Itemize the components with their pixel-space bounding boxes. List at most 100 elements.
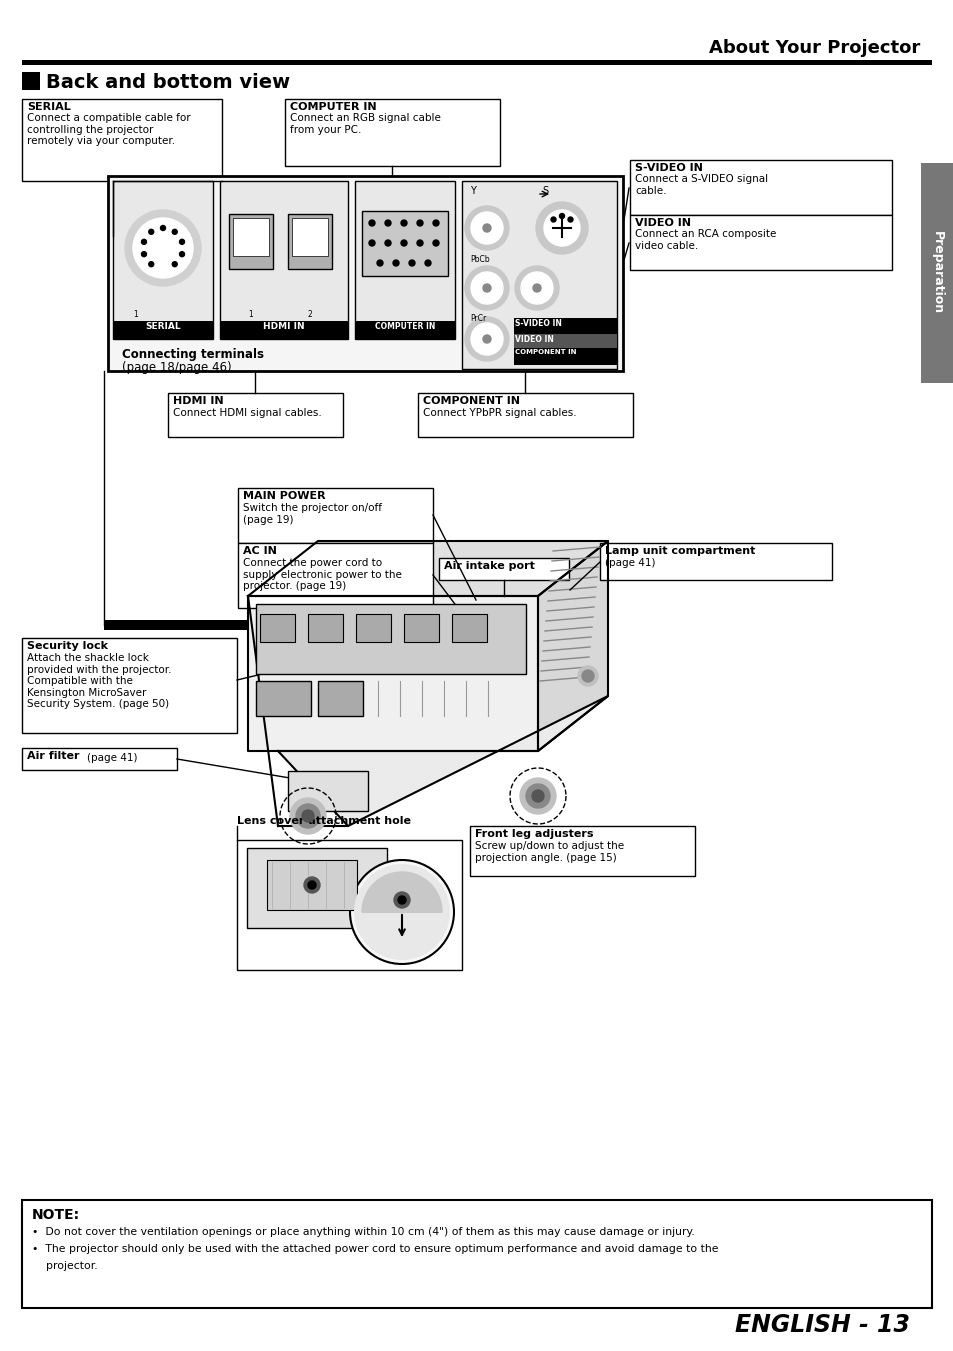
Bar: [22, 72, 40, 91]
Circle shape: [302, 811, 314, 821]
Bar: [629, 159, 891, 215]
Circle shape: [400, 240, 407, 246]
Circle shape: [464, 266, 509, 309]
Circle shape: [393, 259, 398, 266]
Bar: [599, 543, 831, 580]
Circle shape: [581, 670, 594, 682]
Circle shape: [543, 209, 579, 246]
Bar: [255, 681, 311, 716]
Text: Connect the power cord to
supply electronic power to the
projector. (page 19): Connect the power cord to supply electro…: [243, 558, 401, 592]
Circle shape: [416, 240, 422, 246]
Bar: [233, 218, 269, 255]
Text: SERIAL: SERIAL: [145, 322, 181, 331]
Circle shape: [369, 220, 375, 226]
Text: ENGLISH - 13: ENGLISH - 13: [734, 1313, 909, 1337]
Bar: [237, 488, 433, 543]
Bar: [22, 638, 236, 734]
Bar: [514, 349, 617, 365]
Circle shape: [369, 240, 375, 246]
Text: SERIAL: SERIAL: [27, 101, 71, 112]
Circle shape: [533, 284, 540, 292]
Circle shape: [172, 262, 177, 266]
Bar: [438, 558, 568, 580]
Circle shape: [520, 272, 553, 304]
Circle shape: [471, 272, 502, 304]
Bar: [452, 613, 486, 642]
Circle shape: [416, 220, 422, 226]
Bar: [355, 613, 391, 642]
Circle shape: [304, 877, 319, 893]
Bar: [237, 543, 433, 608]
Circle shape: [295, 804, 319, 828]
Text: (page 41): (page 41): [604, 558, 655, 567]
Text: (page 41): (page 41): [87, 753, 137, 763]
Circle shape: [433, 240, 438, 246]
Text: PbCb: PbCb: [470, 255, 489, 263]
Circle shape: [179, 251, 184, 257]
Bar: [22, 748, 177, 770]
Bar: [285, 99, 499, 166]
Circle shape: [536, 203, 587, 254]
Text: Air filter: Air filter: [27, 751, 79, 761]
Circle shape: [558, 213, 564, 219]
Circle shape: [433, 220, 438, 226]
Bar: [22, 59, 931, 65]
Text: 1: 1: [133, 309, 138, 319]
Bar: [108, 176, 622, 372]
Bar: [267, 861, 356, 911]
Text: Air intake port: Air intake port: [443, 561, 535, 571]
Polygon shape: [277, 696, 607, 825]
Circle shape: [354, 865, 450, 961]
Bar: [292, 218, 328, 255]
Circle shape: [482, 224, 491, 232]
Circle shape: [308, 881, 315, 889]
Text: VIDEO IN: VIDEO IN: [515, 335, 554, 345]
Text: •  Do not cover the ventilation openings or place anything within 10 cm (4") of : • Do not cover the ventilation openings …: [32, 1227, 694, 1238]
Text: Connect a S-VIDEO signal
cable.: Connect a S-VIDEO signal cable.: [635, 174, 767, 196]
Text: Connect HDMI signal cables.: Connect HDMI signal cables.: [172, 408, 321, 417]
Bar: [22, 1200, 931, 1308]
Bar: [247, 848, 387, 928]
Text: Connect YPbPR signal cables.: Connect YPbPR signal cables.: [422, 408, 576, 417]
Text: Connect an RCA composite
video cable.: Connect an RCA composite video cable.: [635, 230, 776, 250]
Text: 2: 2: [307, 309, 312, 319]
Text: 1: 1: [249, 309, 253, 319]
Text: AC IN: AC IN: [243, 546, 276, 557]
Bar: [229, 213, 273, 269]
Text: HDMI IN: HDMI IN: [172, 396, 223, 407]
Text: S-VIDEO IN: S-VIDEO IN: [635, 163, 702, 173]
Circle shape: [525, 784, 550, 808]
Circle shape: [471, 323, 502, 355]
Bar: [260, 613, 294, 642]
Bar: [236, 840, 461, 970]
Circle shape: [532, 790, 543, 802]
Bar: [308, 613, 343, 642]
Text: Back and bottom view: Back and bottom view: [46, 73, 290, 92]
Text: Preparation: Preparation: [929, 231, 943, 315]
Text: projector.: projector.: [32, 1260, 97, 1271]
Text: Security lock: Security lock: [27, 640, 108, 651]
Bar: [514, 334, 617, 349]
Circle shape: [464, 317, 509, 361]
Bar: [355, 322, 455, 339]
Bar: [22, 99, 222, 181]
Circle shape: [519, 778, 556, 815]
Polygon shape: [248, 540, 607, 596]
Text: Connect an RGB signal cable
from your PC.: Connect an RGB signal cable from your PC…: [290, 113, 440, 135]
Bar: [112, 181, 213, 339]
Circle shape: [141, 239, 147, 245]
Bar: [629, 215, 891, 270]
Circle shape: [515, 266, 558, 309]
Polygon shape: [248, 596, 537, 751]
Circle shape: [409, 259, 415, 266]
Polygon shape: [537, 540, 607, 751]
Bar: [461, 181, 617, 369]
Circle shape: [149, 262, 153, 266]
Circle shape: [394, 892, 410, 908]
Circle shape: [424, 259, 431, 266]
Text: COMPUTER IN: COMPUTER IN: [290, 101, 376, 112]
Bar: [112, 322, 213, 339]
Circle shape: [385, 240, 391, 246]
Circle shape: [397, 896, 406, 904]
Text: (page 18/page 46): (page 18/page 46): [122, 361, 232, 374]
